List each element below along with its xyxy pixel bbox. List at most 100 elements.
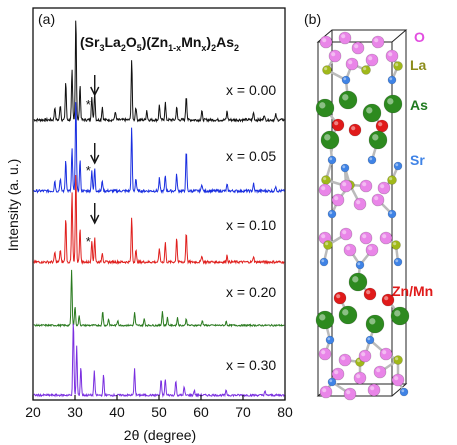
atom-highlight [395,259,399,263]
atom-highlight [369,318,376,325]
atom-la [387,175,397,185]
x-tick-label-2: 40 [109,404,125,420]
trace-0 [33,20,285,124]
series-label-0: x = 0.00 [226,82,276,98]
arrow-head-2 [90,214,100,225]
atom-as [338,305,358,325]
atom-sr [365,335,375,345]
atom-highlight [336,294,341,299]
atom-o [371,35,385,49]
atom-highlight [321,186,326,191]
y-axis-label: Intensity (a. u.) [5,159,21,252]
atom-as [390,306,410,326]
atom-zn [348,123,362,137]
atom-o [318,347,332,361]
atom-highlight [382,350,387,355]
atom-sr [367,155,377,165]
atom-highlight [346,390,351,395]
atom-highlight [342,165,346,169]
atom-label-as: As [410,97,428,113]
atom-highlight [319,102,326,109]
arrow-head-0 [90,86,100,97]
atom-label-la: La [410,57,427,73]
atom-la [361,65,371,75]
atom-highlight [366,290,371,295]
atom-highlight [401,389,405,393]
atom-o [338,353,352,367]
atom-highlight [395,163,399,167]
atom-highlight [394,376,399,381]
atom-highlight [329,379,333,383]
atom-la [323,240,333,250]
x-tick-label-0: 20 [25,404,41,420]
atom-sr [393,161,403,171]
series-label-1: x = 0.05 [226,148,276,164]
atom-as [368,130,388,150]
atom-la [393,61,403,71]
atom-o [359,231,373,245]
atom-zn [375,119,389,133]
atom-highlight [362,234,367,239]
atom-la [322,65,332,75]
atom-o [331,193,345,207]
atom-o [343,387,357,401]
atom-highlight [329,211,333,215]
atom-highlight [394,310,401,317]
atom-highlight [346,246,351,251]
atom-highlight [329,157,333,161]
atom-highlight [334,121,339,126]
atom-sr [327,377,337,387]
panel-b: (b) O La As Sr Zn/Mn [304,11,433,401]
series-label-4: x = 0.30 [226,357,276,373]
trace-1 [33,102,285,195]
atom-highlight [342,94,349,101]
atom-highlight [395,63,399,67]
atom-highlight [357,359,361,363]
atom-highlight [342,182,347,187]
atom-o [391,373,405,387]
atom-sr [327,209,337,219]
atom-highlight [343,77,347,81]
atom-as [348,272,368,292]
atom-highlight [334,370,339,375]
atom-as [362,103,382,123]
atom-highlight [361,352,366,357]
atom-as [365,314,385,334]
atom-sr [340,163,350,173]
atom-zn [333,291,347,305]
atom-highlight [321,234,326,239]
chart-title: (Sr3La2O5)(Zn1-xMnx)2As2 [80,34,239,53]
atom-o [367,383,381,397]
atom-as [320,130,340,150]
atom-label-o: O [414,29,425,45]
atom-highlight [382,234,387,239]
atom-o [345,57,359,71]
atom-sr [393,257,403,267]
x-tick-label-3: 50 [151,404,167,420]
atom-o [358,349,372,363]
atom-highlight [341,34,346,39]
atom-as [315,98,335,118]
atom-highlight [341,356,346,361]
atom-highlight [388,52,393,57]
atom-highlight [322,38,327,43]
atom-label-sr: Sr [410,152,425,168]
series-labels: x = 0.00 x = 0.05 x = 0.10 x = 0.20 x = 0.30 [226,82,276,373]
atom-highlight [372,134,379,141]
atom-highlight [319,314,326,321]
atom-as [338,90,358,110]
atom-o [328,49,342,63]
atom-highlight [374,38,379,43]
atom-highlight [322,388,327,393]
x-axis-label: 2θ (degree) [124,427,196,443]
atom-highlight [380,184,385,189]
atom-o [377,181,391,195]
x-tick-label-4: 60 [193,404,209,420]
atom-la [393,355,403,365]
series-label-2: x = 0.10 [226,217,276,233]
x-tick-label-5: 70 [235,404,251,420]
x-tick-label-1: 30 [67,404,83,420]
atom-as [383,94,403,114]
panel-b-label: (b) [304,11,321,27]
